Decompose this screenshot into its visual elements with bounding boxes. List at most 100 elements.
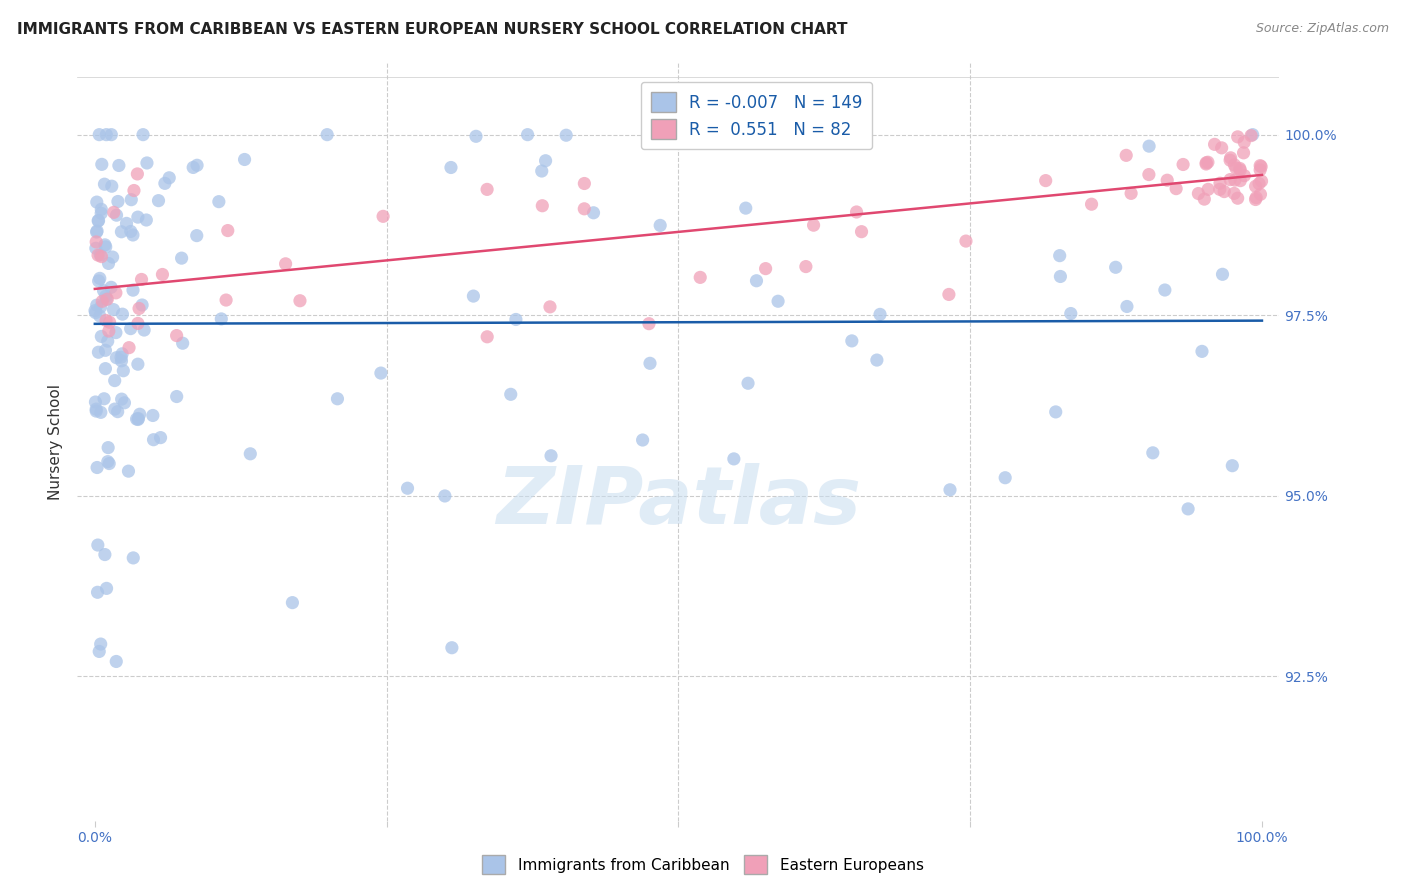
Point <box>723 451 745 466</box>
Point <box>1240 128 1263 143</box>
Point <box>84 241 107 255</box>
Point <box>104 374 127 388</box>
Point <box>1244 179 1267 194</box>
Point <box>689 270 711 285</box>
Point <box>1156 173 1178 187</box>
Point <box>316 128 339 142</box>
Point <box>90 405 112 419</box>
Point <box>745 274 768 288</box>
Point <box>84 395 107 409</box>
Point <box>110 225 132 239</box>
Point <box>1249 162 1271 177</box>
Point <box>131 272 153 286</box>
Point <box>87 274 110 288</box>
Point <box>118 341 141 355</box>
Point <box>152 268 174 282</box>
Point <box>1244 193 1267 207</box>
Point <box>1232 145 1254 160</box>
Point <box>766 294 789 309</box>
Point <box>939 483 962 497</box>
Point <box>1171 157 1194 171</box>
Point <box>208 194 231 209</box>
Point <box>233 153 256 167</box>
Point <box>1119 186 1142 201</box>
Point <box>1229 161 1251 176</box>
Point <box>86 585 108 599</box>
Point <box>87 248 110 262</box>
Point <box>1197 155 1219 169</box>
Point <box>1049 249 1071 263</box>
Point <box>172 336 194 351</box>
Point <box>98 315 121 329</box>
Point <box>94 548 117 562</box>
Point <box>86 224 108 238</box>
Point <box>1177 502 1199 516</box>
Point <box>120 193 142 207</box>
Point <box>157 170 180 185</box>
Point <box>475 182 498 196</box>
Point <box>127 210 149 224</box>
Point <box>89 309 111 323</box>
Point <box>396 481 419 495</box>
Point <box>955 234 977 248</box>
Point <box>97 334 120 348</box>
Point <box>87 213 110 227</box>
Point <box>1233 135 1256 149</box>
Point <box>120 321 142 335</box>
Point <box>734 201 756 215</box>
Point <box>465 129 488 144</box>
Point <box>582 206 605 220</box>
Point <box>638 317 661 331</box>
Point <box>117 464 139 478</box>
Point <box>127 317 149 331</box>
Point <box>845 205 868 219</box>
Point <box>93 392 115 406</box>
Point <box>107 404 129 418</box>
Point <box>84 305 107 319</box>
Point <box>112 364 135 378</box>
Y-axis label: Nursery School: Nursery School <box>48 384 63 500</box>
Point <box>326 392 349 406</box>
Point <box>101 250 124 264</box>
Point <box>122 550 145 565</box>
Point <box>127 167 149 181</box>
Point <box>186 158 208 172</box>
Point <box>574 202 596 216</box>
Point <box>114 396 136 410</box>
Point <box>89 248 111 262</box>
Point <box>131 298 153 312</box>
Point <box>87 213 110 227</box>
Point <box>84 402 107 417</box>
Point <box>1211 141 1233 155</box>
Point <box>136 156 159 170</box>
Point <box>209 312 232 326</box>
Point <box>755 261 778 276</box>
Point <box>96 292 118 306</box>
Point <box>90 250 112 264</box>
Point <box>97 441 120 455</box>
Point <box>1247 177 1270 191</box>
Point <box>531 199 554 213</box>
Point <box>134 323 156 337</box>
Point <box>93 177 115 191</box>
Point <box>534 153 557 168</box>
Point <box>841 334 863 348</box>
Point <box>1060 306 1083 320</box>
Point <box>1229 174 1251 188</box>
Point <box>1250 160 1272 174</box>
Point <box>851 225 873 239</box>
Point <box>128 407 150 421</box>
Point <box>105 655 128 669</box>
Point <box>288 293 311 308</box>
Point <box>111 307 134 321</box>
Point <box>96 582 118 596</box>
Point <box>127 357 149 371</box>
Point <box>100 280 122 294</box>
Point <box>1197 182 1219 196</box>
Point <box>122 227 145 242</box>
Point <box>440 640 463 655</box>
Point <box>148 194 170 208</box>
Point <box>239 447 262 461</box>
Point <box>115 216 138 230</box>
Point <box>142 409 165 423</box>
